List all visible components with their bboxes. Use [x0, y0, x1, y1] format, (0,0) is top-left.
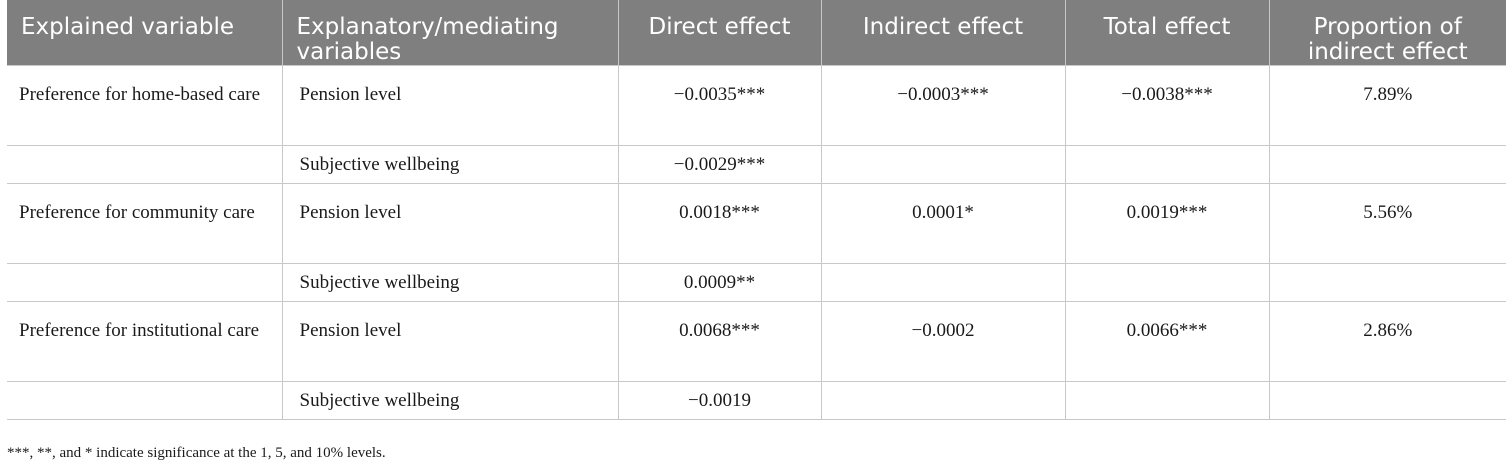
header-explanatory-variables: Explanatory/mediating variables: [281, 0, 618, 66]
header-row: Explained variable Explanatory/mediating…: [7, 0, 1506, 66]
explained-variable-cell: [7, 381, 282, 420]
proportion-cell: [1268, 263, 1506, 302]
total-effect-cell: 0.0019***: [1064, 183, 1269, 264]
variable-cell: Pension level: [281, 301, 618, 382]
explained-variable-cell: Preference for community care: [7, 183, 282, 264]
indirect-effect-cell: [820, 263, 1065, 302]
proportion-cell: 7.89%: [1268, 65, 1506, 146]
variable-cell: Pension level: [281, 65, 618, 146]
table-row: Preference for community care Pension le…: [7, 183, 1506, 264]
indirect-effect-cell: [820, 145, 1065, 184]
header-direct-effect: Direct effect: [617, 0, 821, 66]
variable-cell: Subjective wellbeing: [281, 145, 618, 184]
explained-variable-cell: [7, 145, 282, 184]
table-row: Preference for institutional care Pensio…: [7, 301, 1506, 382]
direct-effect-cell: −0.0035***: [617, 65, 821, 146]
variable-cell: Subjective wellbeing: [281, 381, 618, 420]
indirect-effect-cell: [820, 381, 1065, 420]
total-effect-cell: [1064, 145, 1269, 184]
table-footnote: ***, **, and * indicate significance at …: [7, 445, 386, 461]
direct-effect-cell: 0.0009**: [617, 263, 821, 302]
explained-variable-cell: [7, 263, 282, 302]
proportion-cell: [1268, 145, 1506, 184]
header-total-effect: Total effect: [1064, 0, 1269, 66]
header-proportion-indirect: Proportion of indirect effect: [1268, 0, 1506, 66]
proportion-cell: 2.86%: [1268, 301, 1506, 382]
proportion-cell: [1268, 381, 1506, 420]
indirect-effect-cell: 0.0001*: [820, 183, 1065, 264]
direct-effect-cell: 0.0068***: [617, 301, 821, 382]
total-effect-cell: −0.0038***: [1064, 65, 1269, 146]
total-effect-cell: [1064, 381, 1269, 420]
header-explained-variable: Explained variable: [7, 0, 282, 66]
indirect-effect-cell: −0.0002: [820, 301, 1065, 382]
direct-effect-cell: −0.0019: [617, 381, 821, 420]
mediation-effects-table-container: Explained variable Explanatory/mediating…: [7, 0, 1506, 420]
explained-variable-cell: Preference for home-based care: [7, 65, 282, 146]
total-effect-cell: 0.0066***: [1064, 301, 1269, 382]
table-row: Subjective wellbeing 0.0009**: [7, 263, 1506, 302]
table-row: Preference for home-based care Pension l…: [7, 65, 1506, 146]
indirect-effect-cell: −0.0003***: [820, 65, 1065, 146]
total-effect-cell: [1064, 263, 1269, 302]
explained-variable-cell: Preference for institutional care: [7, 301, 282, 382]
variable-cell: Subjective wellbeing: [281, 263, 618, 302]
direct-effect-cell: 0.0018***: [617, 183, 821, 264]
header-indirect-effect: Indirect effect: [820, 0, 1065, 66]
table-row: Subjective wellbeing −0.0029***: [7, 145, 1506, 184]
variable-cell: Pension level: [281, 183, 618, 264]
table-row: Subjective wellbeing −0.0019: [7, 381, 1506, 420]
proportion-cell: 5.56%: [1268, 183, 1506, 264]
direct-effect-cell: −0.0029***: [617, 145, 821, 184]
mediation-effects-table: Explained variable Explanatory/mediating…: [7, 0, 1506, 420]
